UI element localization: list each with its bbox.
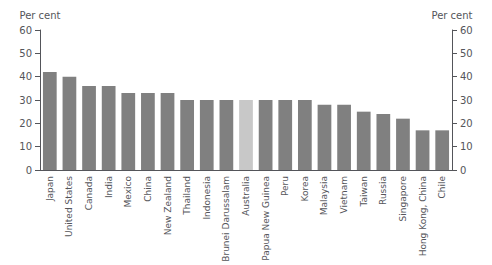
svg-text:60: 60 (19, 25, 32, 36)
svg-text:Thailand: Thailand (182, 176, 192, 216)
svg-text:Chile: Chile (437, 176, 447, 199)
svg-text:Vietnam: Vietnam (339, 176, 349, 214)
svg-text:China: China (143, 176, 153, 202)
svg-text:Japan: Japan (45, 176, 55, 202)
svg-text:10: 10 (460, 141, 473, 152)
svg-text:30: 30 (460, 95, 473, 106)
svg-text:Russia: Russia (378, 176, 388, 205)
svg-text:50: 50 (19, 48, 32, 59)
svg-text:Peru: Peru (280, 176, 290, 196)
svg-text:40: 40 (460, 71, 473, 82)
svg-text:Taiwan: Taiwan (359, 176, 369, 208)
svg-text:Australia: Australia (241, 176, 251, 216)
svg-text:Indonesia: Indonesia (202, 176, 212, 220)
svg-text:Malaysia: Malaysia (319, 176, 329, 215)
svg-text:40: 40 (19, 71, 32, 82)
svg-text:60: 60 (460, 25, 473, 36)
svg-text:50: 50 (460, 48, 473, 59)
svg-text:New Zealand: New Zealand (163, 176, 173, 235)
svg-text:India: India (104, 176, 114, 198)
svg-text:Per cent: Per cent (19, 10, 60, 21)
svg-text:0: 0 (26, 165, 32, 176)
svg-text:20: 20 (460, 118, 473, 129)
svg-text:10: 10 (19, 141, 32, 152)
svg-text:20: 20 (19, 118, 32, 129)
svg-text:Hong Kong, China: Hong Kong, China (418, 176, 428, 256)
svg-text:Mexico: Mexico (123, 176, 133, 208)
svg-text:0: 0 (460, 165, 466, 176)
svg-text:Per cent: Per cent (431, 10, 472, 21)
svg-text:Brunei Darussalam: Brunei Darussalam (221, 176, 231, 262)
svg-text:Canada: Canada (84, 176, 94, 210)
svg-text:30: 30 (19, 95, 32, 106)
svg-text:United States: United States (64, 176, 74, 237)
svg-text:Singapore: Singapore (398, 176, 408, 222)
svg-text:Korea: Korea (300, 176, 310, 202)
svg-text:Papua New Guinea: Papua New Guinea (261, 176, 271, 261)
